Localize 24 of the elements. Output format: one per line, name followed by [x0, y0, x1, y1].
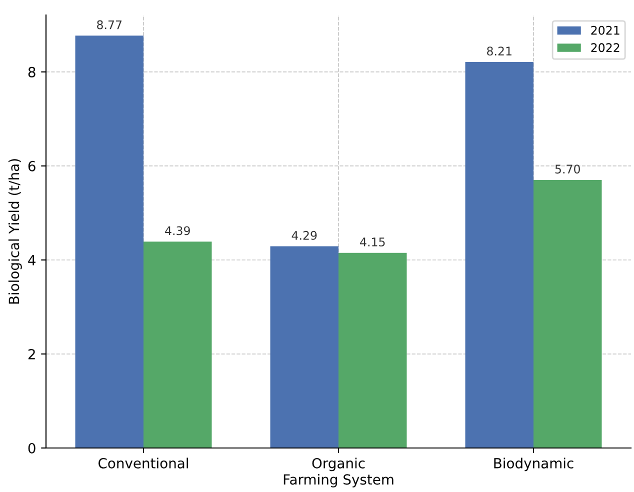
x-tick-label: Biodynamic	[494, 458, 574, 472]
y-tick-label: 6	[28, 160, 36, 172]
bar	[270, 246, 338, 448]
legend-label: 2022	[591, 43, 620, 52]
y-tick-label: 0	[28, 442, 36, 454]
data-label: 8.77	[97, 20, 122, 30]
bar	[75, 36, 144, 448]
data-label: 4.15	[360, 238, 385, 246]
data-label: 5.70	[555, 164, 580, 174]
y-tick-label: 4	[28, 255, 36, 266]
x-tick-label: Organic	[312, 458, 365, 472]
bar	[338, 252, 407, 448]
x-axis-title: Farming System	[284, 474, 394, 488]
data-label: 4.29	[292, 230, 317, 240]
bar	[534, 180, 602, 448]
data-label: 4.39	[165, 226, 190, 236]
bar	[144, 242, 212, 448]
legend-label: 2021	[591, 26, 620, 35]
x-tick-label: Conventional	[98, 458, 188, 468]
y-axis-title: Biological Yield (t/ha)	[8, 159, 22, 304]
data-label: 8.21	[487, 46, 512, 56]
y-tick-label: 8	[28, 66, 36, 78]
y-tick-label: 2	[28, 348, 35, 360]
bar	[465, 62, 534, 448]
